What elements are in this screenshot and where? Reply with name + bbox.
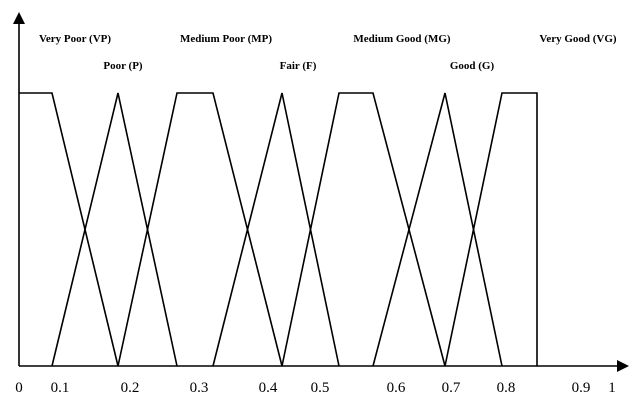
series-label-fair-f: Fair (F): [280, 60, 317, 72]
x-tick-label: 0.9: [572, 380, 591, 396]
x-tick-label: 0.5: [311, 380, 330, 396]
x-tick-label: 0.8: [497, 380, 516, 396]
series-label-very-poor-vp: Very Poor (VP): [39, 33, 111, 45]
series-line-poor-p: [51, 92, 178, 367]
x-tick-label: 0.1: [51, 380, 70, 396]
series-line-medium-good-mg: [281, 92, 446, 367]
series-line-good-g: [372, 92, 503, 367]
series-label-poor-p: Poor (P): [103, 60, 143, 72]
series-line-fair-f: [212, 92, 340, 367]
x-tick-label: 0.6: [387, 380, 406, 396]
series-label-good-g: Good (G): [450, 60, 495, 72]
series-layer: [19, 92, 538, 367]
x-tick-label: 1: [608, 380, 616, 396]
x-tick-label: 0: [15, 380, 23, 396]
series-line-very-poor-vp: [19, 92, 119, 367]
series-label-medium-poor-mp: Medium Poor (MP): [180, 33, 272, 45]
x-tick-labels: 0 0.1 0.2 0.3 0.4 0.5 0.6 0.7 0.8 0.9 1: [15, 380, 616, 396]
x-tick-label: 0.7: [442, 380, 461, 396]
series-line-very-good-vg: [444, 92, 538, 367]
series-label-medium-good-mg: Medium Good (MG): [353, 33, 450, 45]
x-tick-label: 0.2: [121, 380, 140, 396]
x-tick-label: 0.3: [190, 380, 209, 396]
series-label-very-good-vg: Very Good (VG): [539, 33, 617, 45]
series-line-medium-poor-mp: [117, 92, 283, 367]
x-tick-label: 0.4: [259, 380, 278, 396]
series-labels: Very Poor (VP) Poor (P) Medium Poor (MP) Fa…: [39, 33, 617, 72]
